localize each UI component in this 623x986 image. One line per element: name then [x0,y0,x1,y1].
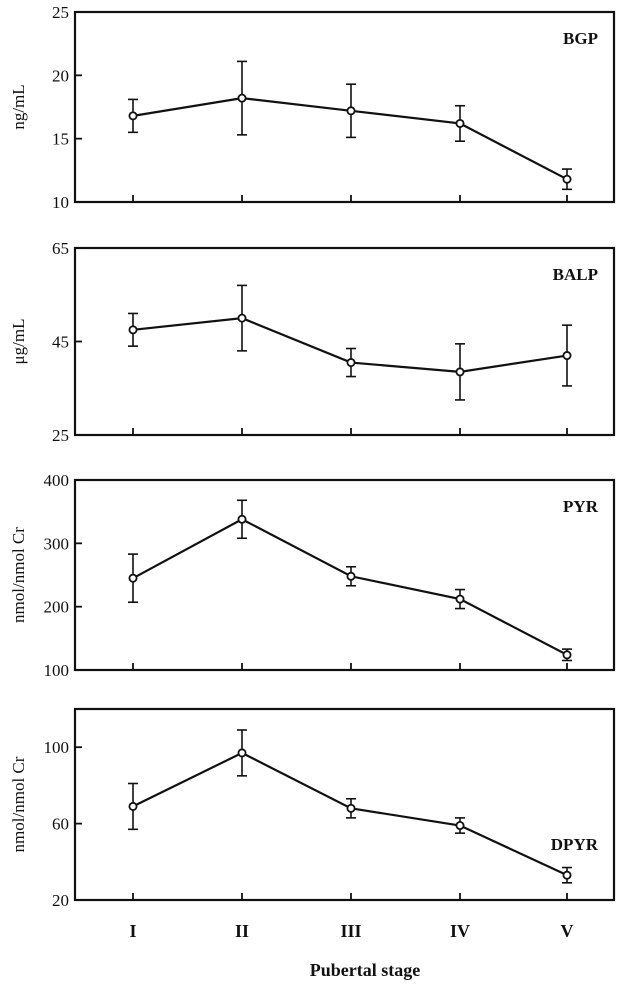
data-point [346,803,356,813]
series-line [132,751,568,877]
panel-bgp: 10 15 20 25 ng/mL BGP [9,3,616,212]
y-tick-label: 45 [52,333,69,352]
data-point [455,367,465,377]
series-line [132,518,568,656]
x-tick-label: II [235,921,249,941]
data-point [562,650,572,660]
data-point [346,106,356,116]
data-point [346,571,356,581]
y-tick-label: 300 [44,534,70,553]
data-point [128,801,138,811]
data-point [562,351,572,361]
y-axis-label: nmol/nmol Cr [9,527,28,623]
plot-frame [73,246,616,437]
y-tick-label: 65 [52,239,69,258]
panel-title: BALP [553,265,598,284]
data-point [562,174,572,184]
y-tick-label: 25 [52,3,69,22]
panel-balp: 25 45 65 μg/mL BALP [9,239,616,445]
panel-title: DPYR [551,835,599,854]
plot-frame [73,707,616,902]
panel-title: BGP [563,29,598,48]
panel-pyr: 100 200 300 400 nmol/nmol Cr PYR [9,471,616,680]
y-axis-label: μg/mL [9,319,28,365]
x-axis: I II III IV V [129,921,573,941]
data-point [455,821,465,831]
panel-title: PYR [563,497,599,516]
y-axis-label: ng/mL [9,84,28,129]
data-point [237,93,247,103]
data-point [346,358,356,368]
x-tick-label: I [129,921,136,941]
y-axis-label: nmol/nmol Cr [9,756,28,852]
y-tick-label: 20 [52,891,69,910]
panel-dpyr: 20 60 100 nmol/nmol Cr DPYR [9,707,616,910]
x-tick-label: IV [450,921,470,941]
y-tick-label: 200 [44,598,70,617]
x-axis-label: Pubertal stage [310,960,420,980]
data-point [237,514,247,524]
plot-frame [73,10,616,204]
data-point [128,111,138,121]
y-tick-label: 100 [44,738,70,757]
plot-frame [73,478,616,672]
y-tick-label: 25 [52,426,69,445]
y-tick-label: 20 [52,66,69,85]
y-tick-label: 400 [44,471,70,490]
y-tick-label: 15 [52,130,69,149]
data-point [455,594,465,604]
y-tick-label: 10 [52,193,69,212]
data-point [128,325,138,335]
x-tick-label: V [561,921,574,941]
data-point [128,573,138,583]
data-point [455,118,465,128]
y-tick-label: 60 [52,815,69,834]
y-tick-label: 100 [44,661,70,680]
panels: 10 15 20 25 ng/mL BGP 25 45 65 μg/mL BALP 100 200 300… [9,3,616,910]
data-point [237,313,247,323]
x-tick-label: III [340,921,361,941]
data-point [237,748,247,758]
data-point [562,870,572,880]
